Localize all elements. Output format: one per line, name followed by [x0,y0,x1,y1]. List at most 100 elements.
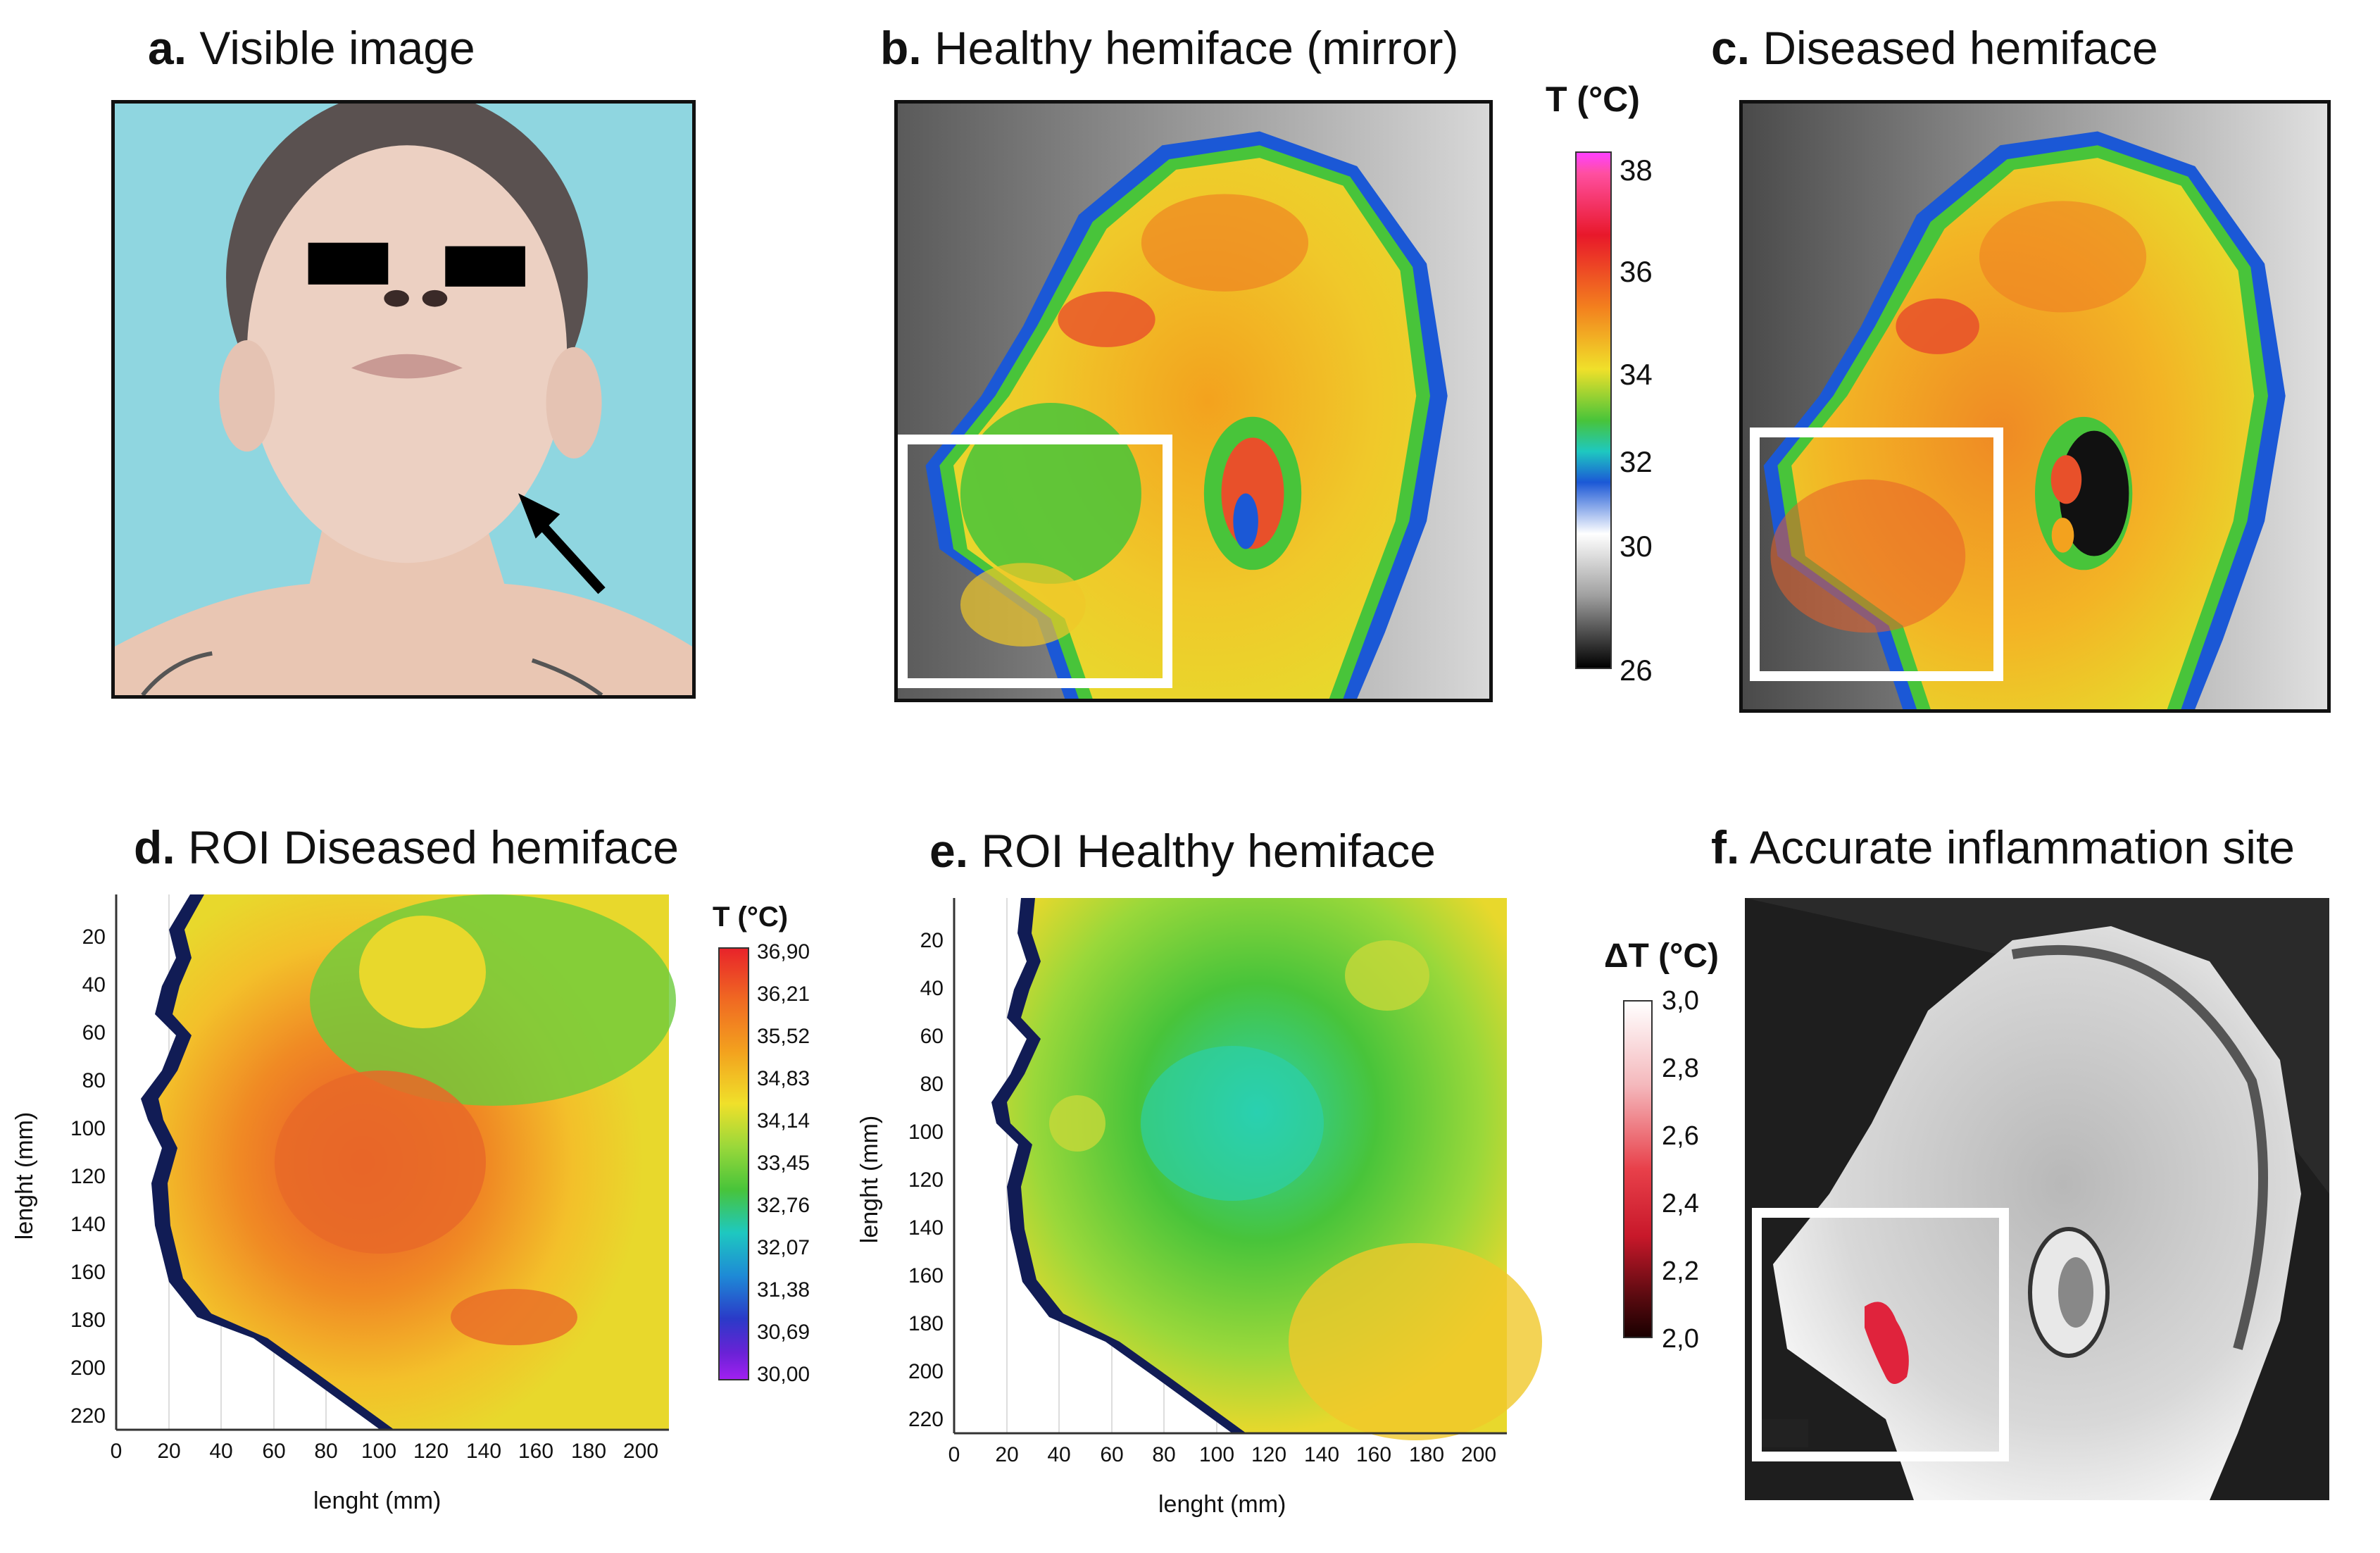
y-tick: 100 [908,1121,944,1144]
panel-a-title-text: Visible image [199,22,475,74]
x-tick: 140 [466,1440,501,1463]
panel-b-letter: b. [880,22,922,74]
y-tick: 140 [908,1216,944,1240]
y-tick: 180 [908,1312,944,1335]
x-tick: 80 [1152,1443,1175,1466]
y-tick: 40 [920,977,944,1000]
x-tick: 100 [1199,1443,1234,1466]
x-tick: 140 [1304,1443,1339,1466]
roi-healthy-ylabel: lenght (mm) [856,1115,884,1244]
delta-colorbar [1623,1000,1653,1338]
panel-a-title: a. Visible image [148,21,475,75]
x-tick: 180 [571,1440,606,1463]
roi-colorbar-label: 35,52 [757,1025,810,1048]
roi-box-healthy [898,435,1172,688]
delta-colorbar-label: 2,4 [1662,1189,1699,1218]
panel-f-title-text: Accurate inflammation site [1750,821,2296,873]
roi-diseased-yticks: 20 40 60 80 100 120 140 160 180 200 220 [70,925,106,1428]
roi-diseased-xticks: 0 20 40 60 80 100 120 140 160 180 200 [111,1440,658,1463]
x-tick: 160 [1356,1443,1391,1466]
y-tick: 80 [82,1069,106,1092]
roi-box-inflammation [1752,1208,2009,1461]
roi-healthy-yticks: 20 40 60 80 100 120 140 160 180 200 220 [908,929,944,1431]
x-tick: 200 [1461,1443,1496,1466]
y-tick: 200 [70,1356,106,1380]
y-tick: 220 [70,1404,106,1428]
panel-d-title: d. ROI Diseased hemiface [134,821,679,874]
panel-f-title: f. Accurate inflammation site [1711,821,2295,874]
delta-colorbar-label: 3,0 [1662,986,1699,1016]
y-tick: 20 [920,929,944,952]
x-tick: 160 [518,1440,553,1463]
thermal-colorbar-label: 30 [1620,530,1653,563]
panel-c-title: c. Diseased hemiface [1711,21,2158,75]
x-tick: 40 [209,1440,232,1463]
x-tick: 120 [1251,1443,1286,1466]
x-tick: 200 [623,1440,658,1463]
x-tick: 180 [1409,1443,1444,1466]
y-tick: 140 [70,1213,106,1236]
inflammation-image [1745,898,2329,1500]
panel-f-letter: f. [1711,821,1740,873]
delta-colorbar-label: 2,0 [1662,1324,1699,1354]
panel-b-title-text: Healthy hemiface (mirror) [934,22,1459,74]
y-tick: 60 [920,1025,944,1048]
roi-healthy-svg: 0 20 40 60 80 100 120 140 160 180 200 20… [908,898,1542,1466]
thermal-colorbar-title: T (°C) [1546,80,1640,119]
roi-colorbar-label: 30,69 [757,1321,810,1344]
x-tick: 80 [314,1440,337,1463]
y-tick: 40 [82,973,106,997]
x-tick: 20 [995,1443,1018,1466]
roi-colorbar [718,947,749,1380]
inflammation-drawing [1745,898,2329,1500]
thermal-diseased-drawing [1743,104,2327,709]
thermal-colorbar-label: 34 [1620,358,1653,391]
thermal-healthy-drawing [898,104,1489,699]
visible-photo-drawing [115,104,692,695]
thermal-colorbar [1575,151,1612,669]
delta-colorbar-label: 2,6 [1662,1121,1699,1151]
thermal-colorbar-label: 26 [1620,654,1653,687]
panel-c-letter: c. [1711,22,1750,74]
panel-e-letter: e. [929,825,969,877]
thermal-diseased-image [1739,100,2331,713]
roi-colorbar-label: 32,07 [757,1236,810,1259]
roi-healthy-xlabel: lenght (mm) [1158,1491,1286,1518]
x-tick: 100 [361,1440,396,1463]
roi-healthy-plot: 0 20 40 60 80 100 120 140 160 180 200 20… [838,891,1542,1549]
x-tick: 0 [111,1440,123,1463]
roi-colorbar-label: 36,21 [757,983,810,1006]
x-tick: 120 [413,1440,449,1463]
roi-colorbar-label: 34,14 [757,1109,810,1133]
visible-photo [111,100,696,699]
panel-e-title: e. ROI Healthy hemiface [929,824,1436,878]
roi-box-diseased [1750,428,2003,681]
roi-diseased-plot: 0 20 40 60 80 100 120 140 160 180 200 20… [0,887,704,1549]
delta-colorbar-title: ΔT (°C) [1604,937,1719,975]
y-tick: 120 [70,1165,106,1188]
x-tick: 60 [1100,1443,1123,1466]
delta-colorbar-label: 2,2 [1662,1256,1699,1286]
x-tick: 40 [1047,1443,1070,1466]
thermal-colorbar-label: 32 [1620,445,1653,478]
thermal-colorbar-label: 38 [1620,154,1653,187]
roi-colorbar-label: 36,90 [757,940,810,963]
panel-c-title-text: Diseased hemiface [1762,22,2158,74]
thermal-colorbar-label: 36 [1620,255,1653,288]
y-tick: 220 [908,1408,944,1431]
panel-e-title-text: ROI Healthy hemiface [981,825,1436,877]
panel-d-title-text: ROI Diseased hemiface [188,821,679,873]
y-tick: 160 [70,1261,106,1284]
roi-diseased-ylabel: lenght (mm) [11,1111,39,1240]
roi-colorbar-label: 33,45 [757,1152,810,1175]
x-tick: 20 [157,1440,180,1463]
y-tick: 80 [920,1073,944,1096]
y-tick: 60 [82,1021,106,1044]
roi-diseased-svg: 0 20 40 60 80 100 120 140 160 180 200 20… [70,894,676,1463]
roi-colorbar-label: 34,83 [757,1067,810,1090]
panel-b-title: b. Healthy hemiface (mirror) [880,21,1459,75]
roi-colorbar-title: T (°C) [713,902,789,933]
roi-diseased-xlabel: lenght (mm) [313,1487,441,1514]
y-tick: 160 [908,1264,944,1287]
y-tick: 180 [70,1309,106,1332]
